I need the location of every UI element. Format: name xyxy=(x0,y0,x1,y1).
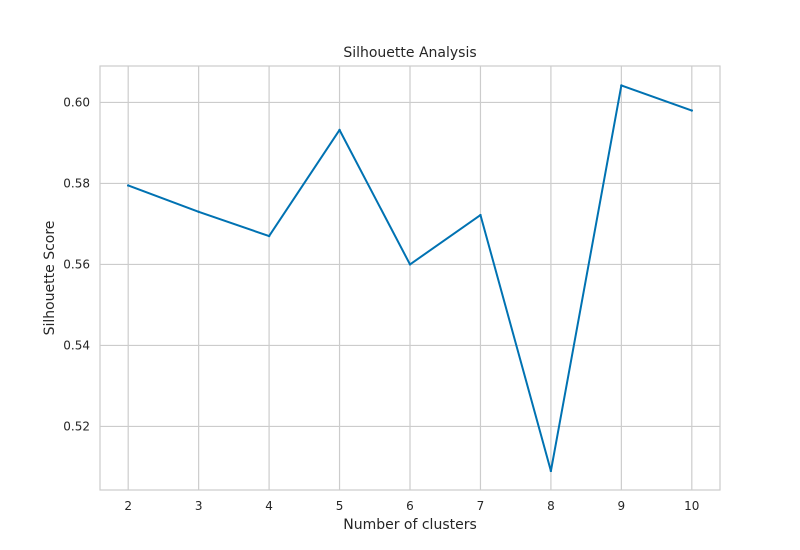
x-tick-label: 3 xyxy=(195,499,203,513)
data-point xyxy=(267,234,271,238)
y-tick-label: 0.58 xyxy=(63,176,90,190)
y-tick-label: 0.56 xyxy=(63,257,90,271)
data-point xyxy=(126,184,130,187)
x-tick-label: 10 xyxy=(684,499,699,513)
y-axis-label: Silhouette Score xyxy=(42,221,58,336)
x-tick-label: 7 xyxy=(477,499,485,513)
series-layer xyxy=(126,84,694,473)
grid-lines xyxy=(100,66,720,490)
y-tick-labels: 0.52 0.54 0.56 0.58 0.60 xyxy=(63,95,90,433)
plot-frame xyxy=(99,65,721,491)
data-point xyxy=(690,109,694,112)
y-tick-label: 0.60 xyxy=(63,95,90,109)
x-tick-label: 2 xyxy=(124,499,132,513)
x-tick-label: 4 xyxy=(265,499,273,513)
x-tick-labels: 2 3 4 5 6 7 8 9 10 xyxy=(124,499,699,513)
data-point xyxy=(338,128,341,132)
x-tick-label: 6 xyxy=(406,499,414,513)
y-tick-label: 0.54 xyxy=(63,338,90,352)
data-point xyxy=(549,469,553,473)
chart-title: Silhouette Analysis xyxy=(343,45,476,61)
y-tick-label: 0.52 xyxy=(63,419,90,433)
x-tick-label: 9 xyxy=(618,499,626,513)
x-tick-label: 5 xyxy=(336,499,344,513)
data-point xyxy=(197,210,200,213)
x-tick-label: 8 xyxy=(547,499,555,513)
data-point xyxy=(620,84,623,87)
data-point xyxy=(479,213,482,217)
data-point xyxy=(408,263,412,266)
x-axis-label: Number of clusters xyxy=(343,517,477,533)
